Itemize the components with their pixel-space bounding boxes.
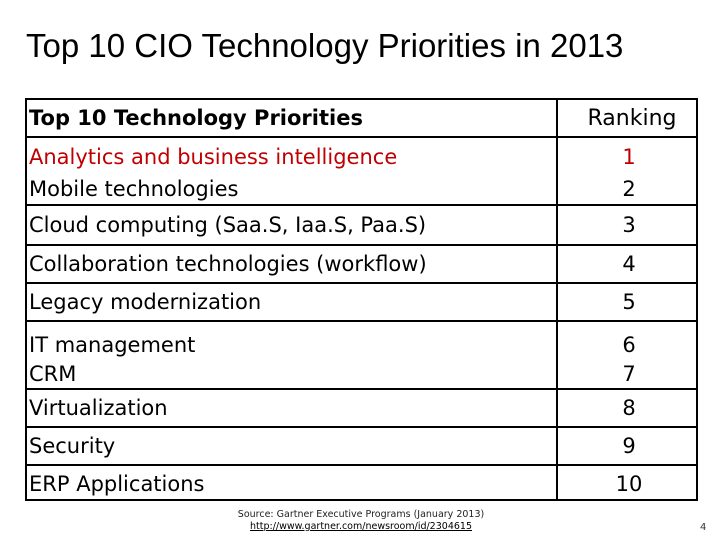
table-row: IT management CRM 6 7 (27, 322, 696, 390)
row-priority-text: Legacy modernization (29, 290, 262, 314)
row-priority-text: CRM (29, 362, 77, 386)
row-rank: 3 (622, 213, 636, 237)
row-rank: 5 (622, 290, 636, 314)
slide-title: Top 10 CIO Technology Priorities in 2013 (26, 27, 624, 64)
row-rank: 1 (622, 145, 636, 169)
row-priority-text: Analytics and business intelligence (29, 145, 398, 169)
table-row: Collaboration technologies (workflow) 4 (27, 246, 696, 284)
row-priority-text: IT management (29, 333, 196, 357)
source-text: Source: Gartner Executive Programs (Janu… (237, 509, 485, 520)
row-priority-text: Security (29, 434, 116, 458)
column-divider (556, 100, 558, 499)
table-row: Virtualization 8 (27, 390, 696, 428)
table-row: Analytics and business intelligence Mobi… (27, 138, 696, 206)
table-row: Cloud computing (Saa.S, Iaa.S, Paa.S) 3 (27, 206, 696, 246)
source-link[interactable]: http://www.gartner.com/newsroom/id/23046… (250, 521, 472, 532)
row-rank: 2 (622, 177, 636, 201)
row-priority-text: Cloud computing (Saa.S, Iaa.S, Paa.S) (29, 213, 427, 237)
row-priority-text: Mobile technologies (29, 177, 239, 201)
row-rank: 10 (615, 472, 643, 496)
row-priority-text: ERP Applications (29, 472, 205, 496)
page-number: 4 (700, 522, 707, 533)
row-rank: 8 (622, 396, 636, 420)
row-priority-text: Virtualization (29, 396, 168, 420)
table-row: ERP Applications 10 (27, 466, 696, 501)
row-rank: 7 (622, 362, 636, 386)
table-header-row: Top 10 Technology Priorities Ranking (27, 100, 696, 138)
priorities-table: Top 10 Technology Priorities Ranking Ana… (25, 98, 698, 501)
row-priority-text: Collaboration technologies (workflow) (29, 252, 427, 276)
source-citation: Source: Gartner Executive Programs (Janu… (230, 509, 492, 533)
table-row: Security 9 (27, 428, 696, 466)
row-rank: 9 (622, 434, 636, 458)
row-rank: 6 (622, 333, 636, 357)
table-row: Legacy modernization 5 (27, 284, 696, 322)
header-priority: Top 10 Technology Priorities (29, 106, 363, 130)
row-rank: 4 (622, 252, 636, 276)
header-ranking: Ranking (587, 106, 677, 131)
